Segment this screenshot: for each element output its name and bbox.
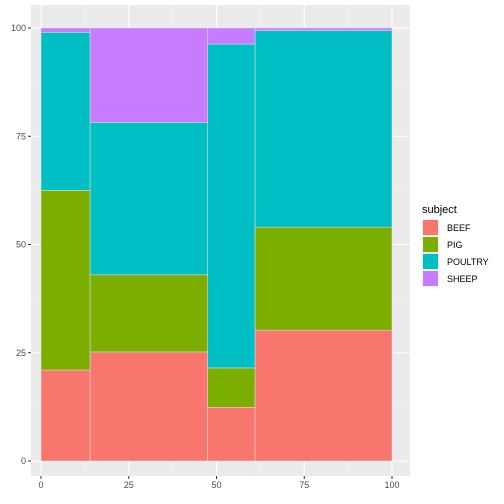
legend: subject BEEF PIG POULTRY SHEEP xyxy=(422,204,489,287)
x-tick-label: 50 xyxy=(211,480,221,490)
legend-swatch-beef xyxy=(423,220,438,235)
x-tick-label: 100 xyxy=(384,480,399,490)
legend-label-poultry: POULTRY xyxy=(447,257,489,267)
bar-beef-col4 xyxy=(254,329,393,462)
x-tick-label: 0 xyxy=(38,480,43,490)
x-axis: 0 25 50 75 100 xyxy=(38,476,400,490)
y-tick-label: 75 xyxy=(16,131,26,141)
legend-swatch-poultry xyxy=(423,254,438,269)
bar-sheep-col1 xyxy=(40,27,91,33)
bar-beef-col2 xyxy=(89,351,209,462)
bar-poultry-col4 xyxy=(254,30,393,228)
legend-label-beef: BEEF xyxy=(447,223,471,233)
legend-swatch-sheep xyxy=(423,271,438,286)
bar-pig-col3 xyxy=(207,367,256,408)
bar-beef-col3 xyxy=(207,407,256,462)
bars xyxy=(40,27,393,462)
bar-poultry-col1 xyxy=(40,32,91,191)
bar-sheep-col4 xyxy=(254,27,393,31)
x-tick-label: 25 xyxy=(124,480,134,490)
legend-swatch-pig xyxy=(423,237,438,252)
legend-label-pig: PIG xyxy=(447,240,463,250)
bar-beef-col1 xyxy=(40,369,91,462)
y-tick-label: 0 xyxy=(21,456,26,466)
y-tick-label: 25 xyxy=(16,348,26,358)
legend-title: subject xyxy=(422,204,457,216)
x-tick-label: 75 xyxy=(299,480,309,490)
legend-label-sheep: SHEEP xyxy=(447,274,478,284)
bar-sheep-col3 xyxy=(207,27,256,45)
bar-sheep-col2 xyxy=(89,27,209,123)
bar-pig-col4 xyxy=(254,226,393,331)
bar-pig-col2 xyxy=(89,274,209,353)
y-axis: 0 25 50 75 100 xyxy=(11,23,31,466)
y-tick-label: 100 xyxy=(11,23,26,33)
y-tick-label: 50 xyxy=(16,240,26,250)
bar-poultry-col2 xyxy=(89,122,209,276)
bar-poultry-col3 xyxy=(207,43,256,369)
bar-pig-col1 xyxy=(40,190,91,371)
